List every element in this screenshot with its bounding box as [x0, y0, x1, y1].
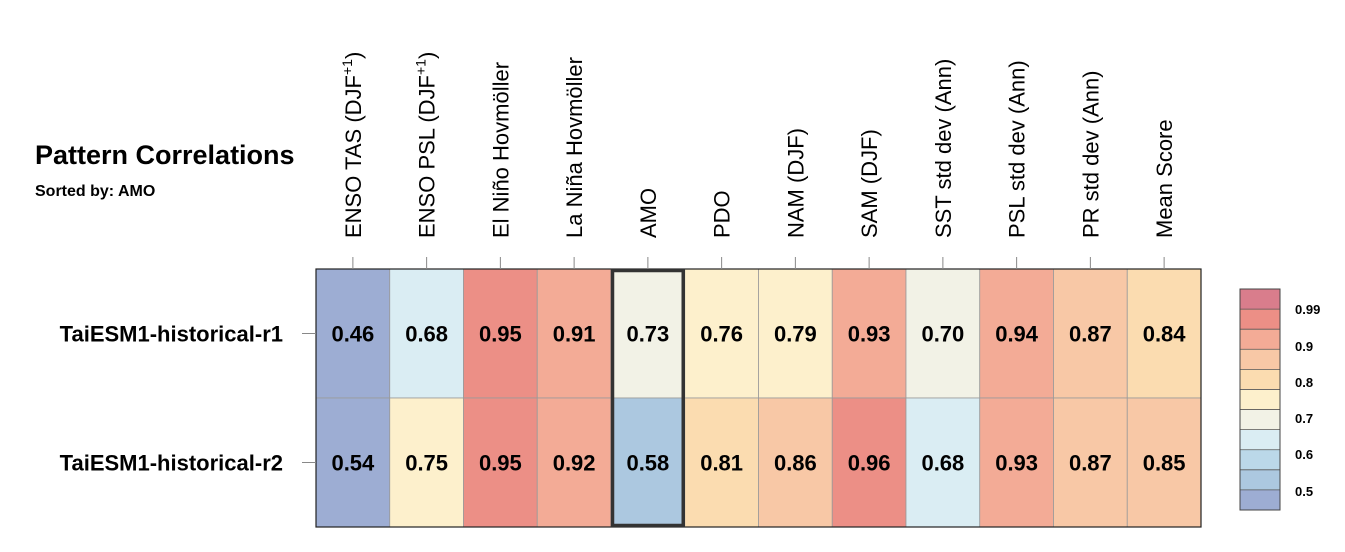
column-label-tail: )	[341, 52, 366, 59]
column-label: AMO	[636, 188, 661, 238]
colorbar-tick-label: 0.6	[1295, 447, 1313, 462]
cell-value-label: 0.73	[626, 322, 669, 347]
column-label: La Niña Hovmöller	[562, 57, 587, 238]
column-label: PR std dev (Ann)	[1078, 70, 1103, 238]
heatmap-cell	[758, 268, 833, 399]
colorbar-segment	[1240, 369, 1280, 390]
column-label-text: Mean Score	[1152, 119, 1177, 238]
cell-value-label: 0.76	[700, 322, 743, 347]
colorbar-segment	[1240, 309, 1280, 330]
cell-value-label: 0.87	[1069, 451, 1112, 476]
colorbar-segment	[1240, 329, 1280, 350]
colorbar-segment	[1240, 289, 1280, 310]
column-label-text: PR std dev (Ann)	[1078, 70, 1103, 238]
column-label: PSL std dev (Ann)	[1005, 60, 1030, 238]
highlight-column-box	[610, 268, 685, 528]
cell-value-label: 0.92	[553, 451, 596, 476]
colorbar-tick-label: 0.5	[1295, 484, 1313, 499]
colorbar-tick-label: 0.8	[1295, 375, 1313, 390]
cell-value-label: 0.79	[774, 322, 817, 347]
column-label-text: SST std dev (Ann)	[931, 59, 956, 238]
column-label-text: ENSO PSL (DJF	[415, 75, 440, 238]
colorbar-segment	[1240, 349, 1280, 370]
column-label-text: PDO	[710, 190, 735, 238]
cell-value-label: 0.46	[331, 322, 374, 347]
heatmap-cell	[315, 268, 391, 399]
row-label: TaiESM1-historical-r2	[60, 451, 283, 476]
column-label: PDO	[710, 190, 735, 238]
column-label-superscript: +1	[339, 59, 355, 75]
heatmap-cell	[831, 397, 907, 528]
cell-value-label: 0.91	[553, 322, 596, 347]
cell-value-label: 0.68	[405, 322, 448, 347]
column-label-text: El Niño Hovmöller	[488, 62, 513, 238]
cell-value-label: 0.95	[479, 322, 522, 347]
column-label: SST std dev (Ann)	[931, 59, 956, 238]
column-label-text: NAM (DJF)	[783, 128, 808, 238]
heatmap-cell	[536, 397, 612, 528]
heatmap-cell	[684, 397, 759, 528]
colorbar-tick-label: 0.99	[1295, 302, 1320, 317]
cell-value-label: 0.70	[921, 322, 964, 347]
cell-value-label: 0.81	[700, 451, 743, 476]
heatmap-frame	[315, 268, 1202, 528]
heatmap-cell	[758, 397, 833, 528]
column-label-text: PSL std dev (Ann)	[1005, 60, 1030, 238]
column-label: NAM (DJF)	[783, 128, 808, 238]
heatmap-cell	[463, 397, 538, 528]
heatmap-cell	[979, 268, 1054, 399]
heatmap-cell	[610, 397, 686, 528]
page-title: Pattern Correlations	[35, 140, 295, 170]
colorbar-tick-label: 0.7	[1295, 411, 1313, 426]
cell-value-label: 0.93	[995, 451, 1038, 476]
cell-value-label: 0.75	[405, 451, 448, 476]
cell-value-label: 0.84	[1143, 322, 1187, 347]
cell-value-label: 0.93	[848, 322, 891, 347]
cell-value-label: 0.94	[995, 322, 1039, 347]
heatmap-cell	[1126, 397, 1202, 528]
cell-value-label: 0.96	[848, 451, 891, 476]
cell-value-label: 0.68	[921, 451, 964, 476]
colorbar-segment	[1240, 429, 1280, 450]
sort-subtitle: Sorted by: AMO	[35, 183, 156, 200]
column-label-text: La Niña Hovmöller	[562, 57, 587, 238]
heatmap-cell	[979, 397, 1054, 528]
cell-value-label: 0.58	[626, 451, 669, 476]
column-label: Mean Score	[1152, 119, 1177, 238]
colorbar-segment	[1240, 489, 1280, 510]
column-label-text: AMO	[636, 188, 661, 238]
cell-value-label: 0.87	[1069, 322, 1112, 347]
colorbar-segment	[1240, 409, 1280, 430]
column-label: ENSO TAS (DJF+1)	[339, 52, 366, 238]
colorbar-frame	[1239, 288, 1281, 511]
column-label: El Niño Hovmöller	[488, 62, 513, 238]
column-label-text: SAM (DJF)	[857, 129, 882, 238]
heatmap-cell	[389, 397, 464, 528]
colorbar-segment	[1240, 469, 1280, 490]
column-label-superscript: +1	[413, 59, 429, 75]
row-label: TaiESM1-historical-r1	[60, 322, 283, 347]
colorbar-segment	[1240, 449, 1280, 470]
cell-value-label: 0.54	[331, 451, 375, 476]
heatmap-cell	[905, 268, 981, 399]
column-label: SAM (DJF)	[857, 129, 882, 238]
colorbar-tick-label: 0.9	[1295, 339, 1313, 354]
cell-value-label: 0.85	[1143, 451, 1186, 476]
cell-value-label: 0.86	[774, 451, 817, 476]
column-label-text: ENSO TAS (DJF	[341, 75, 366, 238]
heatmap-cell	[1053, 268, 1128, 399]
column-label: ENSO PSL (DJF+1)	[413, 52, 440, 238]
colorbar-segment	[1240, 389, 1280, 410]
heatmap-cell	[1053, 397, 1128, 528]
column-label-tail: )	[415, 52, 440, 59]
cell-value-label: 0.95	[479, 451, 522, 476]
